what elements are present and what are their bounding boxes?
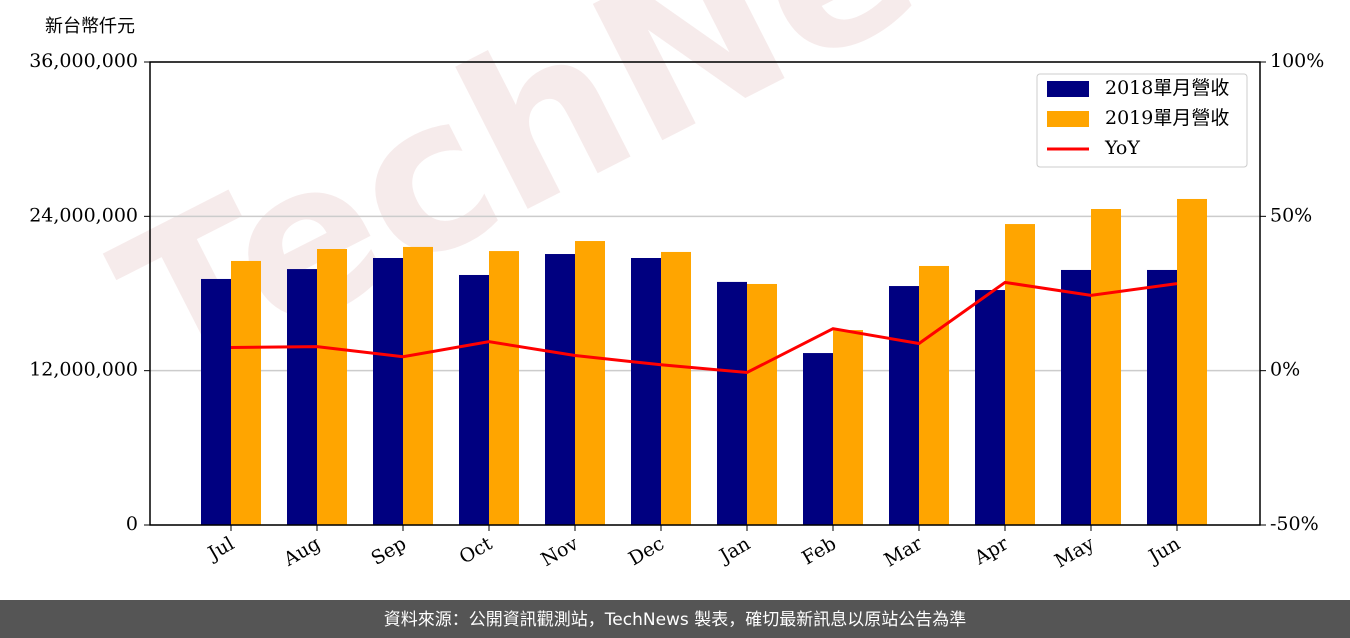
bar: [717, 281, 747, 525]
y-tick-label: 0: [126, 513, 138, 535]
x-tick-label: Oct: [456, 532, 497, 568]
x-tick-label: Dec: [625, 533, 668, 571]
bar: [1091, 209, 1121, 525]
bar: [489, 251, 519, 525]
x-tick-label: Jul: [203, 533, 238, 566]
y-tick-label: 24,000,000: [29, 204, 138, 226]
y2-tick-label: -50%: [1270, 513, 1319, 535]
y-tick-label: 36,000,000: [29, 50, 138, 72]
footer-bar: [0, 600, 1350, 638]
line: [230, 280, 1178, 375]
y-tick-label: 12,000,000: [29, 359, 138, 381]
bar: [1005, 224, 1035, 526]
footer: 資料來源：公開資訊觀測站，TechNews 製表，確切最新訊息以原站公告為準: [384, 610, 966, 630]
bar: [661, 251, 691, 525]
x-tick-label: Jan: [714, 533, 754, 569]
legend-label: 2018單月營收: [1105, 77, 1229, 99]
legend-label: YoY: [1104, 137, 1140, 159]
x-tick-label: Feb: [798, 533, 840, 570]
bar: [975, 290, 1005, 525]
bar: [575, 241, 605, 525]
bar: [201, 278, 231, 525]
bar: [889, 286, 919, 525]
bar: [373, 258, 403, 525]
y2-tick-label: 0%: [1270, 359, 1300, 381]
legend-label: 2019單月營收: [1105, 107, 1229, 129]
x-tick-label: Mar: [880, 532, 926, 571]
bar: [287, 269, 317, 525]
bar: [803, 353, 833, 525]
bar: [1061, 269, 1091, 525]
plot-frame: [149, 61, 1261, 526]
bar: [231, 260, 261, 525]
x-tick-label: Nov: [537, 532, 582, 571]
x-tick-label: Sep: [367, 533, 410, 570]
bar: [403, 246, 433, 525]
bar: [833, 330, 863, 525]
legend-box: [1036, 73, 1248, 168]
bar: [1177, 198, 1207, 526]
bar: [747, 283, 777, 525]
bar: [1147, 269, 1177, 525]
bar: [631, 258, 661, 525]
legend-swatch: [1047, 81, 1089, 97]
legend-swatch: [1047, 111, 1089, 127]
bar: [459, 274, 489, 525]
y2-tick-label: 100%: [1270, 50, 1324, 72]
x-tick-label: Apr: [970, 532, 1013, 569]
x-tick-label: May: [1051, 532, 1098, 572]
x-tick-label: Jun: [1143, 533, 1184, 569]
bar: [545, 254, 575, 525]
bar: [919, 265, 949, 525]
y2-tick-label: 50%: [1270, 204, 1312, 226]
y-axis-label: 新台幣仟元: [45, 16, 135, 37]
bar: [317, 249, 347, 525]
x-tick-label: Aug: [279, 533, 324, 572]
